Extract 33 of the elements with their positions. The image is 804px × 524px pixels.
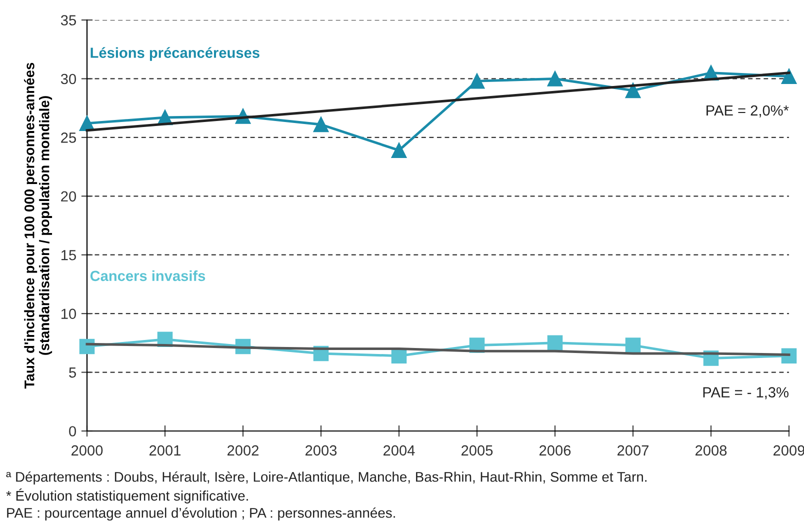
text: ª Départements : Doubs, Hérault, Isère, Loire-Atlantique, Manche, Bas-Rhin, Haut-Rhin, Somme et Tarn. [6,471,646,485]
point [781,68,797,84]
point [391,142,407,158]
point [547,71,563,86]
annotation: PAE = - 1,3% [703,387,788,400]
x-tick-label: 2004 [384,445,415,456]
x-tick-label: 2001 [150,445,181,456]
y-tick-label: 0 [69,426,76,436]
y-tick-label: 10 [61,308,76,319]
y-tick-label: 5 [69,368,76,378]
text: PAE : pourcentage annuel d’évolution ; PA : personnes-années. [7,507,395,521]
point [625,82,641,98]
annotation: PAE = 2,0%* [706,105,789,118]
point [625,338,641,353]
point [469,73,485,89]
y-tick-label: 15 [61,250,76,260]
y-tick-label: 20 [61,191,76,202]
y-tick-label: 25 [61,132,76,143]
y-tick-label: 30 [60,74,76,84]
x-tick-label: 2006 [540,445,571,456]
text: Lésions précancéreuses [90,47,260,61]
point [547,335,563,351]
x-tick-label: 2002 [228,445,258,456]
point [313,116,329,132]
y-tick-label: 35 [60,15,76,26]
text: Cancers invasifs [90,270,206,282]
y-axis-title: Taux d'incidence pour 100 000 personnes-années (standardisation / population mondiale) [24,62,52,389]
x-tick-label: 2007 [618,445,648,456]
x-tick-label: 2008 [696,445,727,456]
text: * Évolution statistiquement significative. [6,488,248,504]
x-tick-label: 2003 [306,445,337,456]
x-tick-label: 2000 [72,445,103,456]
x-tick-label: 2005 [462,445,493,456]
